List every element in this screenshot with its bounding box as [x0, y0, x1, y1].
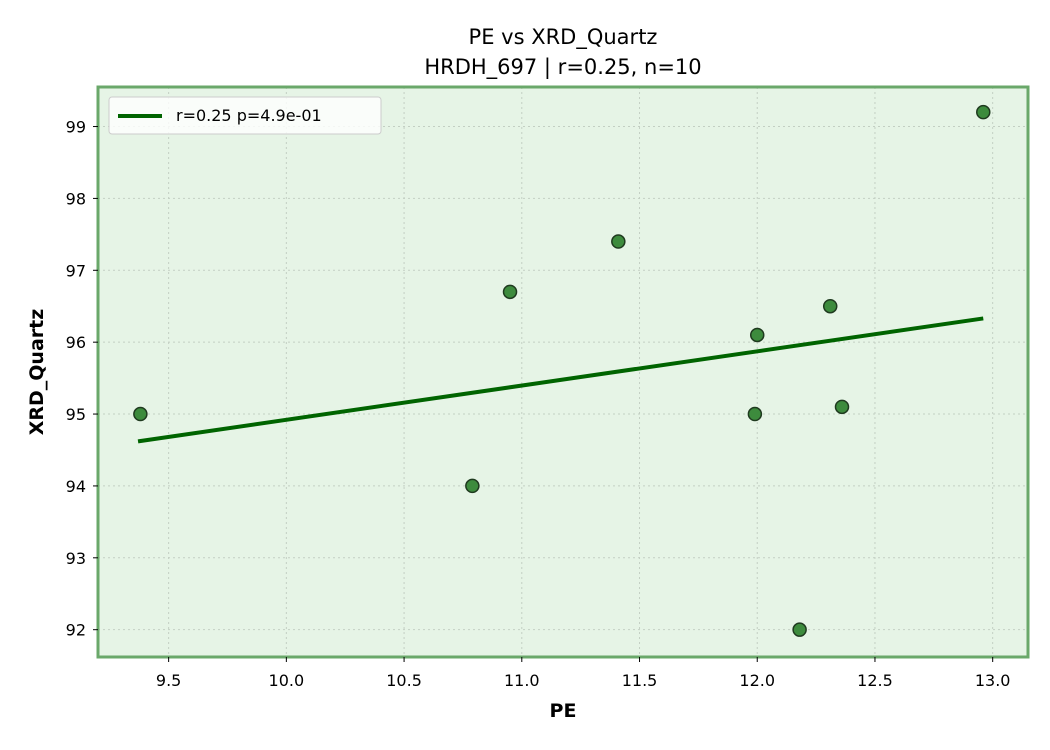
chart-subtitle: HRDH_697 | r=0.25, n=10: [424, 55, 701, 80]
y-tick-label: 95: [66, 405, 86, 424]
x-tick-label: 9.5: [156, 671, 181, 690]
x-tick-label: 10.5: [386, 671, 422, 690]
data-point: [465, 478, 480, 494]
y-tick-label: 94: [66, 477, 86, 496]
data-point: [834, 399, 850, 415]
y-tick-label: 98: [66, 189, 86, 208]
legend: r=0.25 p=4.9e-01: [108, 96, 382, 135]
x-tick-label: 12.5: [857, 671, 893, 690]
fit-line: [137, 316, 984, 444]
y-tick-label: 92: [66, 621, 86, 640]
y-tick-label: 93: [66, 549, 86, 568]
data-point: [976, 104, 991, 120]
data-point: [611, 234, 626, 249]
x-tick-label: 11.5: [622, 671, 658, 690]
grid: [98, 87, 1028, 657]
y-tick-label: 99: [66, 118, 86, 137]
chart-title: PE vs XRD_Quartz: [469, 25, 658, 50]
x-tick-label: 12.0: [739, 671, 775, 690]
y-ticks: 92 93 94 95 96 97 98 99: [66, 118, 98, 640]
data-point: [749, 327, 765, 343]
legend-label: r=0.25 p=4.9e-01: [176, 106, 322, 125]
data-point: [502, 284, 518, 300]
fit-line-group: [137, 316, 984, 444]
points-group: [133, 104, 991, 637]
data-point: [792, 622, 807, 637]
data-point: [747, 406, 763, 422]
y-axis-label: XRD_Quartz: [26, 309, 48, 436]
data-point: [822, 298, 838, 314]
legend-box: [108, 96, 382, 135]
x-axis-label: PE: [550, 700, 577, 722]
plot-area: [98, 87, 1028, 657]
x-tick-label: 11.0: [504, 671, 540, 690]
x-ticks: 9.5 10.0 10.5 11.0 11.5 12.0 12.5 13.0: [156, 657, 1011, 690]
x-tick-label: 13.0: [975, 671, 1011, 690]
y-tick-label: 97: [66, 261, 86, 280]
x-tick-label: 10.0: [269, 671, 305, 690]
data-point: [133, 406, 148, 422]
y-tick-label: 96: [66, 333, 86, 352]
plot-frame: [96, 85, 1030, 659]
